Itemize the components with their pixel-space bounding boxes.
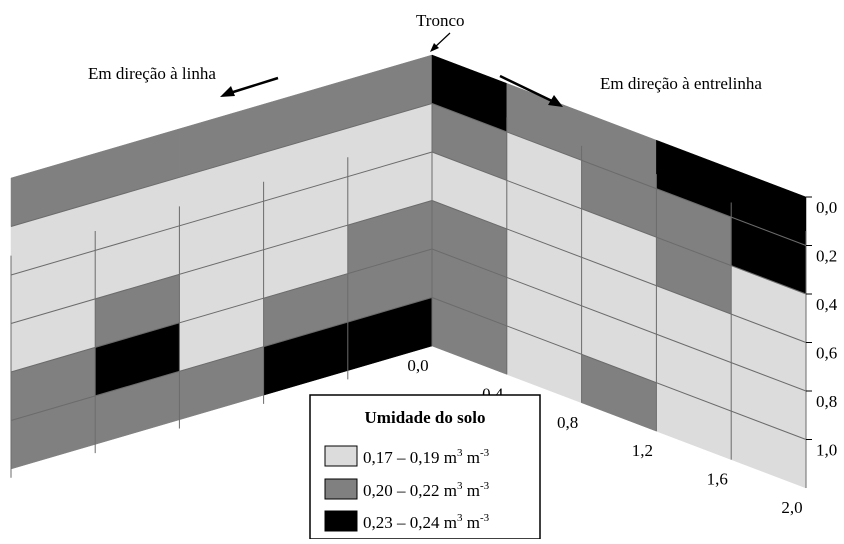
legend: Umidade do solo 0,17 – 0,19 m3 m-3 0,20 … xyxy=(309,394,541,540)
distance-tick-label: 2,0 xyxy=(781,498,802,517)
left-face-depth-line xyxy=(10,200,433,324)
legend-label-mid: 0,20 – 0,22 m3 m-3 xyxy=(363,480,490,500)
right-face-depth-line xyxy=(431,248,807,392)
toward-row-arrow-head xyxy=(220,86,235,97)
legend-swatch-mid xyxy=(324,478,358,500)
left-face-depth-line xyxy=(10,297,433,421)
right-face-depth-line xyxy=(431,151,807,295)
distance-tick-label: 0,8 xyxy=(557,413,578,432)
toward-row-label: Em direção à linha xyxy=(88,64,216,83)
trunk-pointer-line xyxy=(433,32,451,49)
depth-tick-label: 1,0 xyxy=(816,441,837,460)
right-face-depth-line xyxy=(431,200,807,343)
legend-swatch-low xyxy=(324,445,358,467)
depth-tick-label: 0,0 xyxy=(816,198,837,217)
depth-tick-label: 0,2 xyxy=(816,247,837,266)
depth-tick-label: 0,4 xyxy=(816,295,838,314)
toward-interrow-arrow-head xyxy=(548,95,563,107)
left-face-cells xyxy=(10,54,433,470)
trunk-pointer-head xyxy=(430,43,439,52)
legend-title: Umidade do solo xyxy=(365,408,486,427)
grid-lines xyxy=(10,103,812,488)
depth-tick-label: 0,8 xyxy=(816,392,837,411)
left-face-depth-line xyxy=(10,103,433,227)
right-face-depth-line xyxy=(431,103,807,246)
toward-interrow-arrow-line xyxy=(499,74,553,103)
left-face-depth-line xyxy=(10,248,433,373)
toward-row-arrow-line xyxy=(229,76,279,95)
distance-tick-label: 1,2 xyxy=(632,441,653,460)
distance-tick-label: 0,0 xyxy=(407,356,428,375)
toward-interrow-label: Em direção à entrelinha xyxy=(600,74,762,93)
distance-tick-label: 1,6 xyxy=(707,470,728,489)
legend-label-low: 0,17 – 0,19 m3 m-3 xyxy=(363,447,490,467)
left-face-depth-line xyxy=(10,151,433,276)
right-face-cells xyxy=(431,54,807,489)
trunk-label: Tronco xyxy=(416,11,465,30)
right-face-depth-line xyxy=(431,297,807,440)
legend-label-high: 0,23 – 0,24 m3 m-3 xyxy=(363,512,490,532)
tick-labels: 0,00,20,40,60,81,00,00,40,81,21,62,0 xyxy=(407,198,837,517)
legend-swatch-high xyxy=(324,510,358,532)
depth-tick-label: 0,6 xyxy=(816,344,837,363)
